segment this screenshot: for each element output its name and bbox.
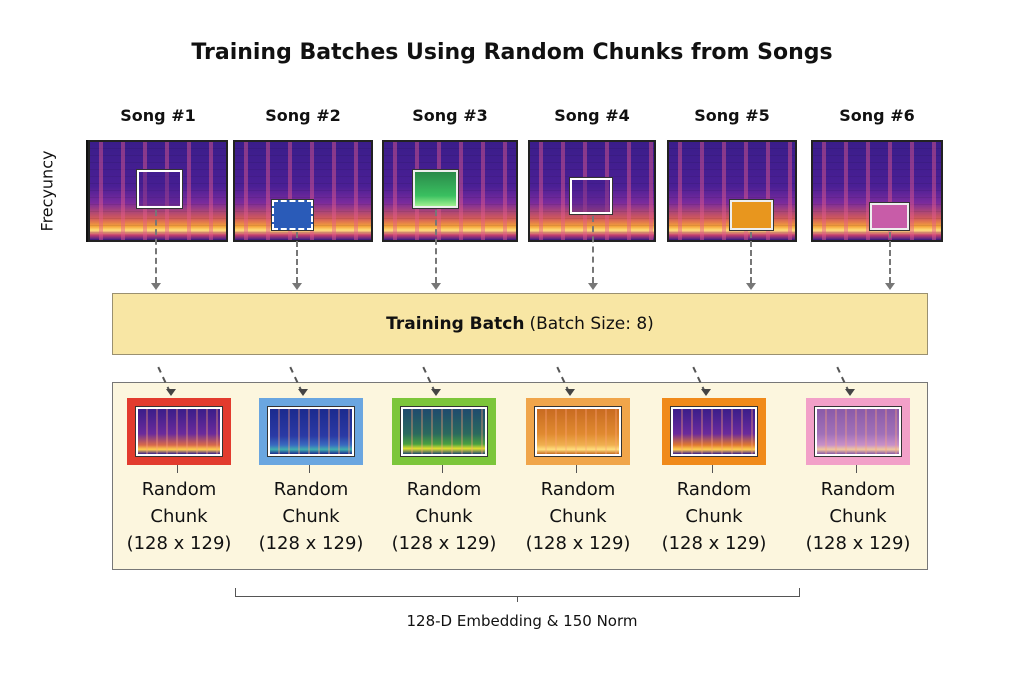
chunk-label-line1: Random — [820, 479, 896, 500]
arrow-head-icon — [845, 389, 855, 396]
chunk-label-line2: Chunk — [282, 506, 340, 527]
chunk-arrow — [712, 465, 713, 473]
song-label: Song #4 — [554, 106, 630, 125]
song-label: Song #2 — [265, 106, 341, 125]
chunk-dimensions: (128 x 129) — [805, 533, 911, 554]
chunk-label: Random Chunk (128 x 129) — [644, 476, 784, 557]
chunk-dimensions: (128 x 129) — [391, 533, 497, 554]
chunk-arrow — [856, 465, 857, 473]
embedding-label: 128-D Embedding & 150 Norm — [406, 612, 638, 630]
selected-chunk-highlight — [412, 169, 459, 209]
random-chunk-thumbnail — [526, 398, 630, 465]
random-chunk-thumbnail — [392, 398, 496, 465]
song-label: Song #1 — [120, 106, 196, 125]
song-label: Song #5 — [694, 106, 770, 125]
selected-chunk-highlight — [869, 202, 910, 231]
chunk-label-line2: Chunk — [150, 506, 208, 527]
chunk-arrow — [309, 465, 310, 473]
song-spectrogram — [88, 140, 228, 242]
chunk-dimensions: (128 x 129) — [661, 533, 767, 554]
song-label: Song #3 — [412, 106, 488, 125]
chunk-arrow — [177, 465, 178, 473]
song-label: Song #6 — [839, 106, 915, 125]
arrow-head-icon — [298, 389, 308, 396]
dashed-arrow — [592, 216, 594, 283]
bracket-tick — [517, 596, 518, 602]
chunk-label-line1: Random — [406, 479, 482, 500]
chunk-label: Random Chunk (128 x 129) — [109, 476, 249, 557]
chunk-label: Random Chunk (128 x 129) — [508, 476, 648, 557]
arrow-head-icon — [701, 389, 711, 396]
chunks-panel — [112, 382, 928, 570]
chunk-label-line2: Chunk — [415, 506, 473, 527]
batch-size: (Batch Size: 8) — [529, 314, 654, 334]
chunk-label: Random Chunk (128 x 129) — [241, 476, 381, 557]
song-spectrogram — [528, 140, 656, 242]
arrow-head-icon — [292, 283, 302, 290]
dashed-arrow — [296, 232, 298, 283]
arrow-head-icon — [746, 283, 756, 290]
chunk-dimensions: (128 x 129) — [126, 533, 232, 554]
dashed-arrow — [750, 232, 752, 283]
dashed-arrow — [889, 232, 891, 283]
arrow-head-icon — [885, 283, 895, 290]
arrow-head-icon — [166, 389, 176, 396]
training-batch-box: Training Batch (Batch Size: 8) — [112, 293, 928, 355]
chunk-label-line2: Chunk — [685, 506, 743, 527]
chunk-label-line1: Random — [676, 479, 752, 500]
random-chunk-thumbnail — [662, 398, 766, 465]
diagram-title: Training Batches Using Random Chunks fro… — [191, 40, 833, 65]
chunk-arrow — [442, 465, 443, 473]
chunk-arrow — [576, 465, 577, 473]
chunk-label: Random Chunk (128 x 129) — [788, 476, 928, 557]
selected-chunk-highlight — [569, 177, 613, 215]
y-axis-label: Frecyuncy — [37, 150, 57, 232]
chunk-label-line1: Random — [141, 479, 217, 500]
selected-chunk-highlight — [136, 169, 183, 209]
chunk-label-line1: Random — [540, 479, 616, 500]
batch-title: Training Batch — [386, 314, 525, 334]
random-chunk-thumbnail — [127, 398, 231, 465]
random-chunk-thumbnail — [259, 398, 363, 465]
selected-chunk-highlight — [271, 199, 314, 231]
chunk-dimensions: (128 x 129) — [258, 533, 364, 554]
arrow-head-icon — [151, 283, 161, 290]
arrow-head-icon — [431, 389, 441, 396]
song-spectrogram — [382, 140, 518, 242]
dashed-arrow — [155, 210, 157, 283]
dashed-arrow — [435, 210, 437, 283]
arrow-head-icon — [588, 283, 598, 290]
chunk-label-line2: Chunk — [829, 506, 887, 527]
random-chunk-thumbnail — [806, 398, 910, 465]
chunk-label: Random Chunk (128 x 129) — [374, 476, 514, 557]
arrow-head-icon — [431, 283, 441, 290]
chunk-label-line1: Random — [273, 479, 349, 500]
y-axis-line — [86, 140, 88, 242]
selected-chunk-highlight — [729, 199, 774, 231]
chunk-dimensions: (128 x 129) — [525, 533, 631, 554]
arrow-head-icon — [565, 389, 575, 396]
chunk-label-line2: Chunk — [549, 506, 607, 527]
